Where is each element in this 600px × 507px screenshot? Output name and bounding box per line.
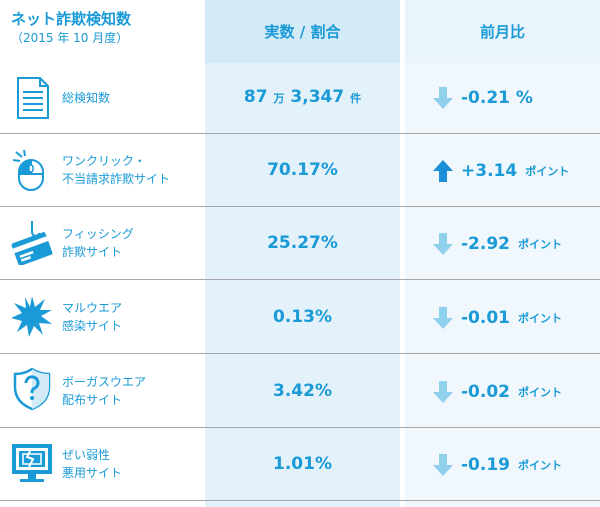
row-label-line2: 配布サイト (62, 393, 123, 407)
change-unit: ポイント (525, 165, 570, 178)
arrow-down-icon (433, 87, 453, 109)
row-divider (0, 427, 600, 428)
arrow-up-icon (433, 160, 453, 182)
table-title: ネット詐欺検知数 (11, 10, 132, 28)
table-row: ワンクリック・ 不当請求詐欺サイト 70.17% +3.14 ポイント (0, 134, 600, 206)
arrow-down-icon (433, 381, 453, 403)
change-value: -0.02 (461, 382, 510, 402)
table-row: 総検知数 87 万 3,347 件 -0.21 % (0, 63, 600, 133)
row-divider (0, 206, 600, 207)
row-divider (0, 353, 600, 354)
ratio-value: 0.13% (273, 307, 332, 327)
change-unit: ポイント (518, 386, 562, 399)
change-value: -0.19 (461, 455, 510, 475)
table-row: ボーガスウエア 配布サイト 3.42% -0.02 ポイント (0, 354, 600, 427)
document-icon (17, 77, 49, 119)
column-header-change: 前月比 (405, 0, 600, 63)
row-label-line2: 不当請求詐欺サイト (62, 172, 171, 186)
row-divider (0, 279, 600, 280)
row-label: 総検知数 (62, 91, 111, 105)
credit-card-hook-icon (11, 221, 53, 265)
change-indicator: -2.92 ポイント (433, 233, 562, 255)
change-value: -0.21 % (461, 88, 533, 108)
row-label-line1: マルウエア (62, 301, 123, 315)
mouse-click-icon (12, 149, 44, 191)
table-row: フィッシング 詐欺サイト 25.27% -2.92 ポイント (0, 207, 600, 279)
row-label-line1: ワンクリック・ (62, 154, 146, 168)
row-label-line1: フィッシング (62, 227, 134, 241)
change-unit: ポイント (518, 459, 562, 472)
change-unit: ポイント (518, 238, 562, 251)
row-label-line2: 悪用サイト (62, 466, 123, 480)
table-header: ネット詐欺検知数 （2015 年 10 月度） 実数 / 割合 前月比 (0, 0, 600, 63)
row-label-line1: ボーガスウエア (62, 375, 147, 389)
ratio-value: 1.01% (273, 454, 332, 474)
malware-burst-icon (11, 296, 52, 337)
change-indicator: -0.01 ポイント (433, 307, 562, 329)
row-label-line1: ぜい弱性 (62, 448, 111, 462)
table-row: ぜい弱性 悪用サイト 1.01% -0.19 ポイント (0, 428, 600, 500)
arrow-down-icon (433, 307, 453, 329)
change-indicator: -0.19 ポイント (433, 454, 562, 476)
column-header-count: 実数 / 割合 (205, 0, 400, 63)
row-divider (0, 133, 600, 134)
row-divider (0, 500, 600, 501)
table-period: （2015 年 10 月度） (11, 31, 129, 45)
arrow-down-icon (433, 233, 453, 255)
ratio-value: 25.27% (267, 233, 338, 253)
change-unit: ポイント (518, 312, 562, 325)
change-indicator: -0.21 % (433, 87, 533, 109)
ratio-value: 70.17% (267, 160, 338, 180)
change-indicator: +3.14 ポイント (433, 160, 569, 182)
change-indicator: -0.02 ポイント (433, 381, 562, 403)
header-title-cell: ネット詐欺検知数 （2015 年 10 月度） (0, 0, 205, 63)
ratio-value: 3.42% (273, 381, 332, 401)
broken-monitor-icon (12, 444, 52, 482)
change-value: +3.14 (461, 161, 518, 181)
change-value: -0.01 (461, 308, 510, 328)
change-value: -2.92 (461, 234, 510, 254)
question-shield-icon (13, 367, 51, 411)
arrow-down-icon (433, 454, 453, 476)
total-count-value: 87 万 3,347 件 (243, 87, 362, 107)
row-label-line2: 感染サイト (62, 319, 123, 333)
table-row: マルウエア 感染サイト 0.13% -0.01 ポイント (0, 280, 600, 353)
row-label-line2: 詐欺サイト (62, 245, 123, 259)
